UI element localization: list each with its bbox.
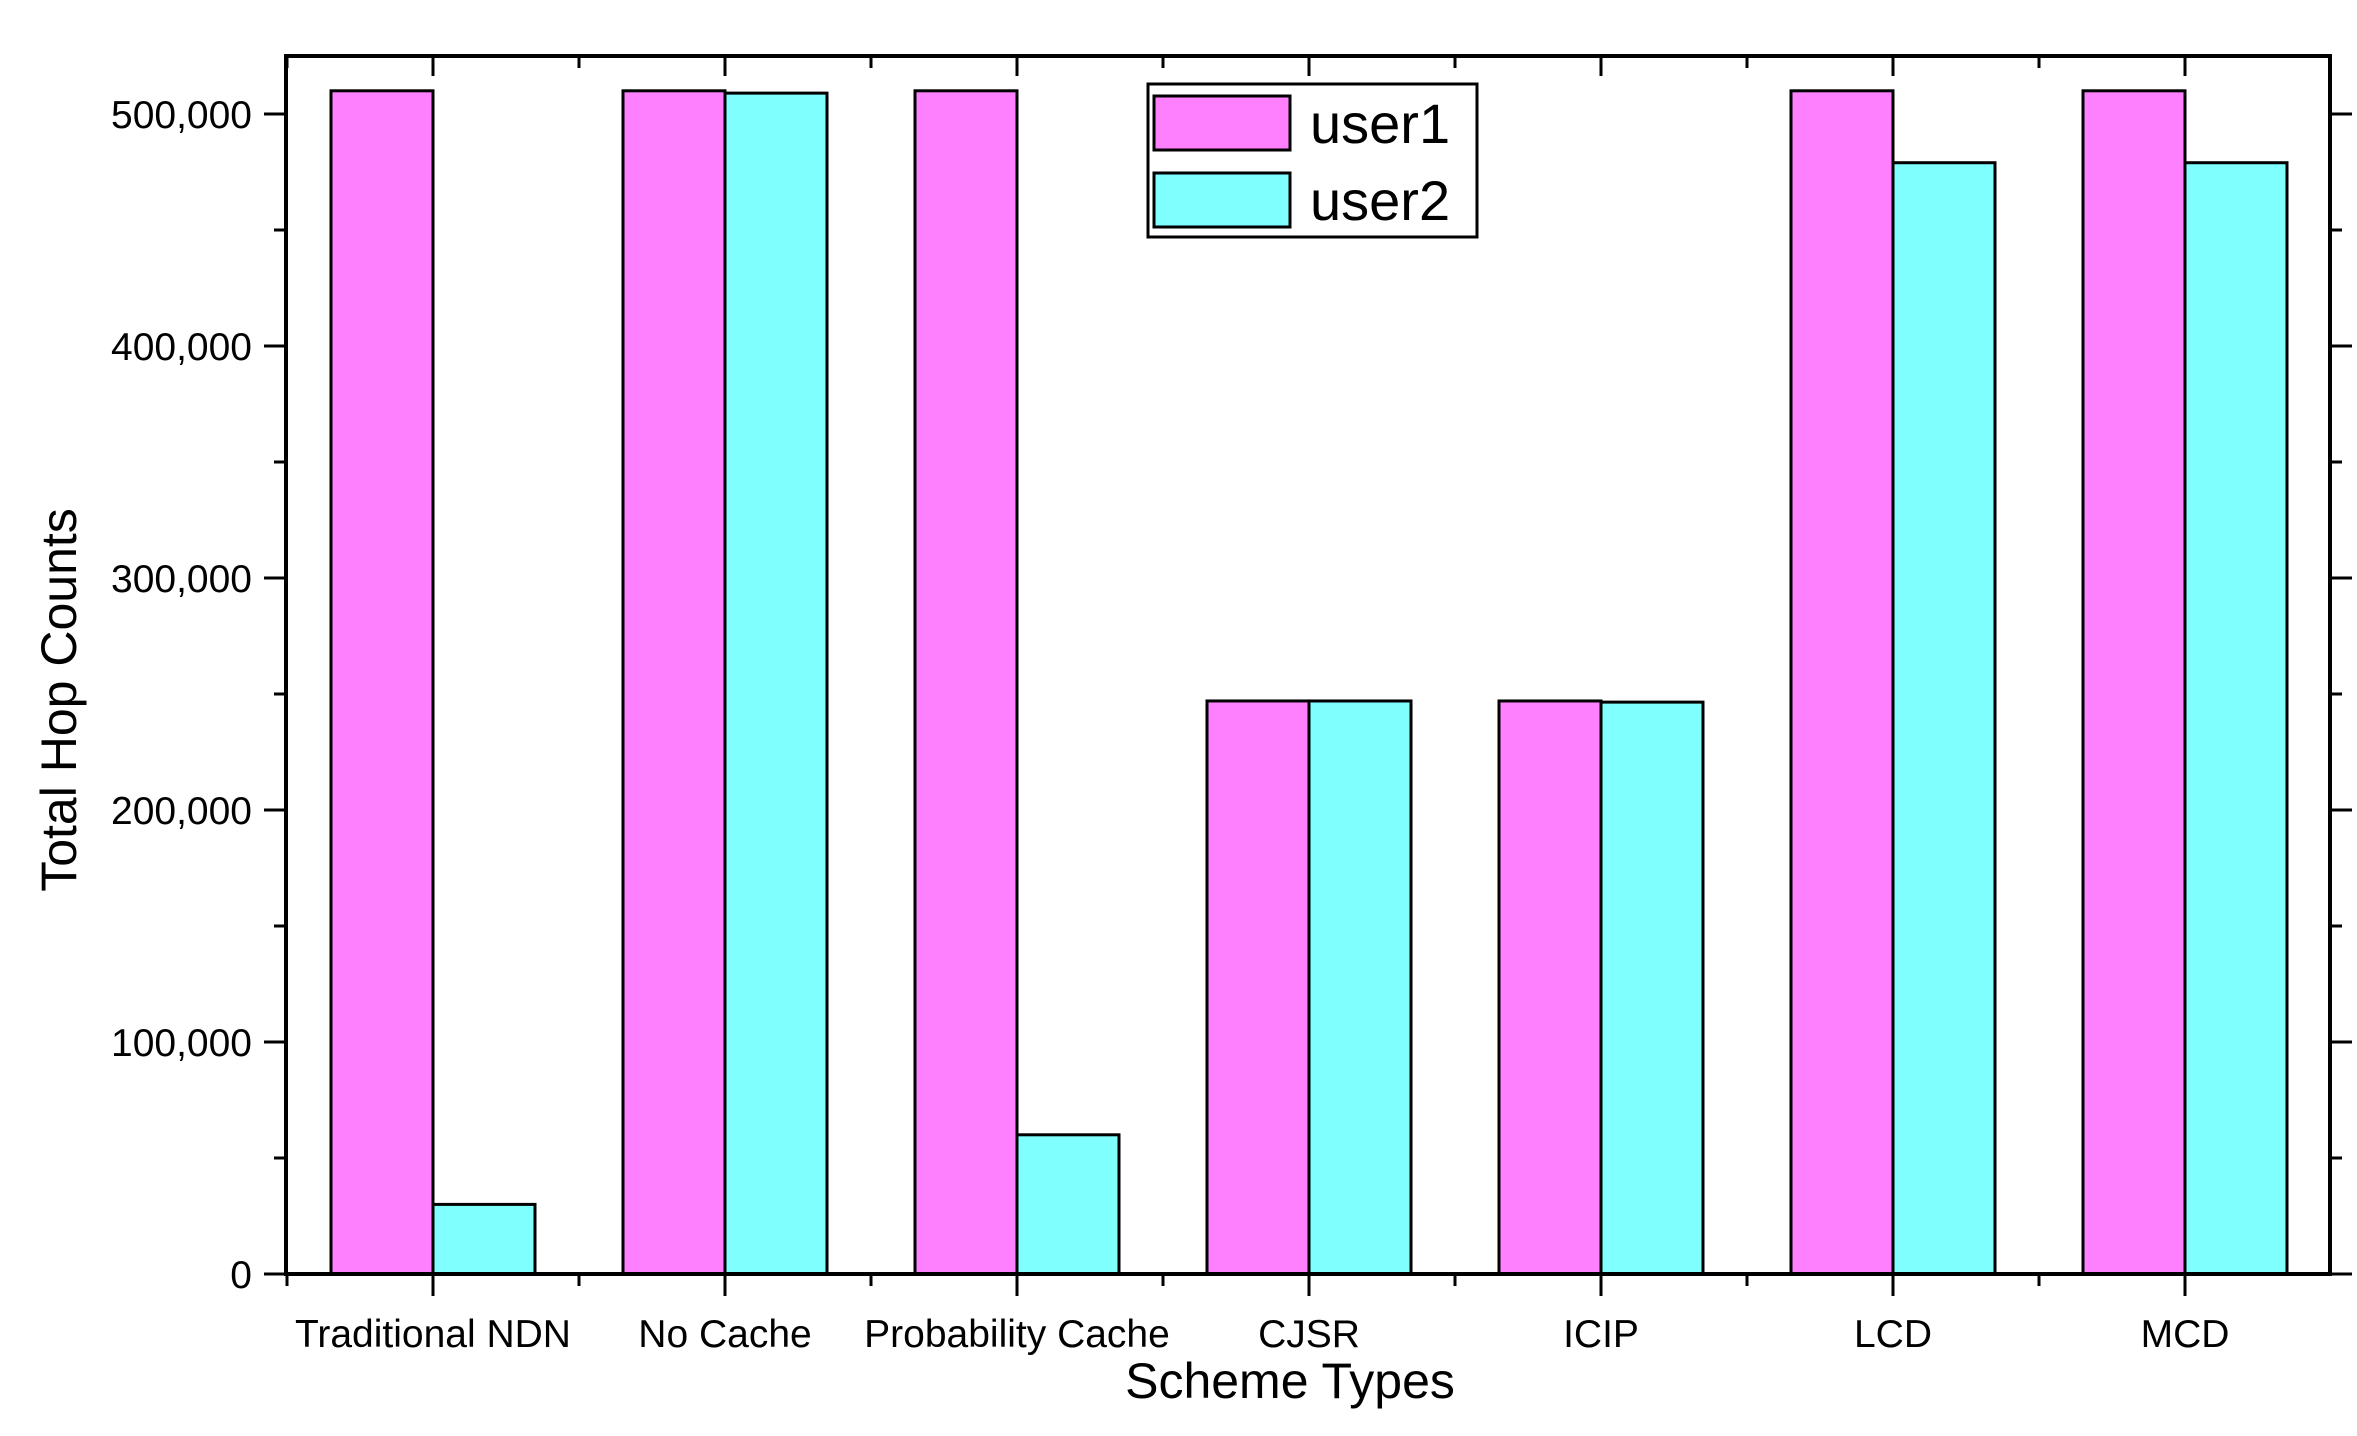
x-tick-label: CJSR — [1258, 1313, 1360, 1356]
bar-user2 — [1599, 700, 1705, 1276]
x-tick-label: Probability Cache — [864, 1313, 1170, 1356]
y-tick-label: 200,000 — [111, 790, 252, 833]
x-tick-label: No Cache — [638, 1313, 811, 1356]
y-tick-label: 0 — [230, 1254, 252, 1297]
x-tick-label: Traditional NDN — [295, 1313, 571, 1356]
y-tick-label: 100,000 — [111, 1022, 252, 1065]
bar-user2 — [431, 1202, 537, 1276]
bar-user1 — [1205, 699, 1311, 1276]
legend-label-user1: user1 — [1310, 92, 1450, 155]
legend-swatch-user1 — [1152, 94, 1292, 152]
bar-user2 — [1307, 699, 1413, 1276]
x-tick-label: LCD — [1854, 1313, 1932, 1356]
bar-user1 — [621, 89, 727, 1276]
legend-swatch-user2 — [1152, 171, 1292, 229]
x-tick-label: ICIP — [1563, 1313, 1639, 1356]
legend-label-user2: user2 — [1310, 169, 1450, 232]
y-tick-label: 300,000 — [111, 558, 252, 601]
bar-user2 — [1015, 1133, 1121, 1276]
x-tick-label: MCD — [2141, 1313, 2230, 1356]
bar-user2 — [2183, 161, 2289, 1276]
bar-user1 — [1497, 699, 1603, 1276]
bar-user1 — [913, 89, 1019, 1276]
y-axis-title: Total Hop Counts — [31, 508, 87, 892]
plot-frame — [284, 54, 2332, 1276]
bar-user1 — [2081, 89, 2187, 1276]
bar-user1 — [329, 89, 435, 1276]
legend: user1 user2 — [1146, 82, 1479, 239]
bar-user1 — [1789, 89, 1895, 1276]
x-axis-title: Scheme Types — [1125, 1353, 1455, 1409]
y-tick-label: 500,000 — [111, 94, 252, 137]
bar-user2 — [723, 91, 829, 1276]
y-tick-label: 400,000 — [111, 326, 252, 369]
bar-user2 — [1891, 161, 1997, 1276]
